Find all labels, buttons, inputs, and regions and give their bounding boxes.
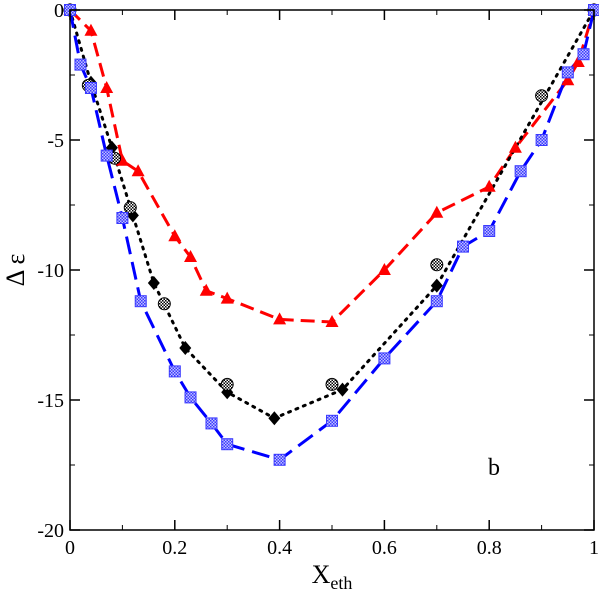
marker-triangle xyxy=(482,179,496,192)
marker-patterned-square xyxy=(205,417,218,430)
x-axis-title: Xeth xyxy=(312,560,353,593)
marker-triangle xyxy=(325,315,339,327)
marker-triangle xyxy=(131,164,145,177)
marker-patterned-square xyxy=(74,58,87,71)
marker-triangle xyxy=(508,140,522,153)
marker-triangle xyxy=(273,312,287,325)
y-tick-label: -15 xyxy=(37,390,64,412)
marker-triangle xyxy=(561,73,575,86)
marker-patterned-square xyxy=(378,352,391,365)
marker-diamond xyxy=(430,278,443,293)
marker-patterned-square xyxy=(100,149,113,162)
marker-patterned-square xyxy=(326,414,338,427)
marker-patterned-square xyxy=(514,165,527,178)
series-line-triangle xyxy=(68,8,596,324)
series-line-diamond xyxy=(68,8,596,420)
marker-patterned-square xyxy=(457,240,469,253)
series-line-patterned-square xyxy=(68,9,596,462)
x-tick-label: 0.6 xyxy=(372,537,397,559)
marker-patterned-square xyxy=(561,66,574,79)
marker-patterned-square xyxy=(577,48,590,61)
marker-diamond xyxy=(147,276,160,290)
y-tick-label: -20 xyxy=(37,520,64,542)
marker-triangle xyxy=(100,81,114,93)
marker-patterned-circle xyxy=(157,297,171,311)
y-tick-label: -5 xyxy=(47,130,64,152)
plot-frame xyxy=(69,9,595,531)
series-layer xyxy=(63,3,599,466)
marker-patterned-square xyxy=(134,295,147,308)
marker-triangle xyxy=(199,283,213,296)
marker-patterned-circle xyxy=(430,258,444,272)
marker-patterned-square xyxy=(84,82,97,94)
marker-diamond xyxy=(336,382,349,397)
marker-patterned-square xyxy=(168,365,181,378)
y-tick-label: 0 xyxy=(54,0,64,22)
y-tick-label: -10 xyxy=(37,260,64,282)
marker-triangle xyxy=(571,55,585,67)
marker-patterned-circle xyxy=(123,201,137,215)
marker-patterned-square xyxy=(535,134,548,146)
panel-label: b xyxy=(488,455,500,481)
marker-patterned-square xyxy=(430,295,443,308)
x-tick-label: 0.8 xyxy=(477,537,502,559)
marker-patterned-circle xyxy=(220,377,234,391)
marker-patterned-square xyxy=(221,438,234,451)
marker-patterned-square xyxy=(483,225,496,237)
marker-patterned-circle xyxy=(535,89,549,103)
marker-triangle xyxy=(377,263,391,275)
marker-triangle xyxy=(430,205,444,218)
marker-triangle xyxy=(115,153,129,166)
x-tick-label: 0 xyxy=(65,537,75,559)
marker-triangle xyxy=(184,250,198,262)
marker-triangle xyxy=(168,229,182,242)
marker-diamond xyxy=(268,411,281,426)
marker-triangle xyxy=(84,23,98,36)
marker-diamond xyxy=(179,341,192,355)
marker-patterned-square xyxy=(273,453,286,466)
marker-patterned-square xyxy=(116,212,129,224)
y-axis-title: Δ ε xyxy=(1,254,30,287)
x-tick-label: 1 xyxy=(589,537,599,559)
x-axis-title-main: X xyxy=(312,560,331,589)
x-tick-label: 0.2 xyxy=(162,537,187,559)
tick-layer: 0 0.2 0.4 0.6 0.8 1 0 -5 -10 -15 -20 xyxy=(37,0,599,559)
x-axis-title-subscript: eth xyxy=(330,573,352,593)
marker-patterned-circle xyxy=(325,377,339,391)
x-tick-label: 0.4 xyxy=(267,537,292,559)
marker-triangle xyxy=(220,291,234,304)
marker-patterned-square xyxy=(184,391,197,404)
